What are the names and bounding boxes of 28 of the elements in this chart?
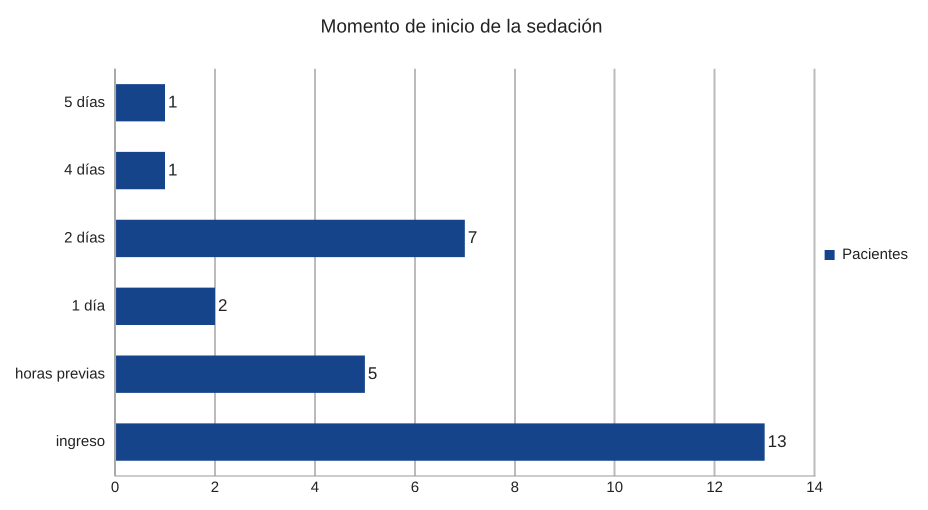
y-tick-label: ingreso — [56, 433, 106, 450]
y-tick-label: 4 días — [64, 162, 106, 179]
x-tick-label: 12 — [706, 479, 724, 496]
x-tick-label: 0 — [110, 479, 120, 496]
y-tick-label: horas previas — [14, 365, 106, 382]
bar — [116, 220, 465, 258]
chart-title: Momento de inicio de la sedación — [320, 16, 603, 38]
x-tick-label: 4 — [310, 479, 320, 496]
bar — [116, 356, 365, 393]
data-label: 1 — [168, 160, 178, 180]
legend-label: Pacientes — [842, 246, 908, 264]
x-tick-label: 10 — [606, 479, 624, 496]
bar — [116, 423, 765, 461]
bar — [116, 288, 215, 325]
bar — [116, 84, 166, 122]
x-tick-label: 6 — [410, 479, 420, 496]
data-label: 7 — [468, 228, 478, 248]
data-label: 13 — [768, 432, 787, 451]
y-tick-label: 5 días — [64, 94, 106, 111]
data-label: 5 — [368, 364, 378, 383]
bar — [116, 152, 166, 190]
y-tick-label: 2 días — [64, 230, 106, 247]
data-label: 1 — [168, 92, 178, 112]
x-tick-label: 2 — [210, 479, 220, 496]
x-tick-label: 8 — [510, 479, 519, 496]
y-tick-label: 1 día — [72, 297, 106, 314]
x-tick-label: 14 — [806, 479, 823, 496]
data-label: 2 — [218, 296, 228, 316]
